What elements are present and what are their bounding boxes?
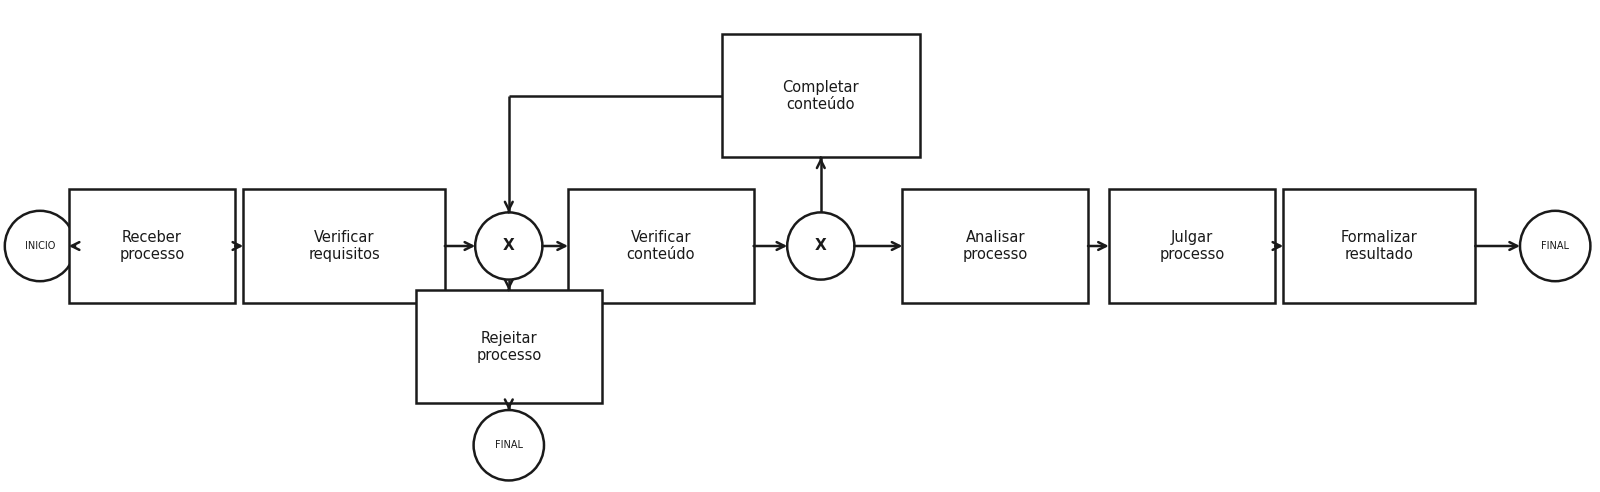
Text: FINAL: FINAL <box>494 440 523 450</box>
Bar <box>416 290 602 403</box>
Text: X: X <box>502 239 515 253</box>
Ellipse shape <box>475 213 542 279</box>
Text: X: X <box>814 239 827 253</box>
Text: Rejeitar
processo: Rejeitar processo <box>477 331 541 363</box>
Bar <box>69 189 235 303</box>
Bar <box>1283 189 1475 303</box>
Ellipse shape <box>474 410 544 481</box>
Bar <box>722 34 920 157</box>
Bar <box>243 189 445 303</box>
Ellipse shape <box>1520 211 1590 281</box>
Text: INICIO: INICIO <box>26 241 54 251</box>
Text: Julgar
processo: Julgar processo <box>1160 230 1224 262</box>
Bar <box>568 189 754 303</box>
Text: Analisar
processo: Analisar processo <box>963 230 1027 262</box>
Bar <box>902 189 1088 303</box>
Text: Formalizar
resultado: Formalizar resultado <box>1341 230 1418 262</box>
Text: FINAL: FINAL <box>1541 241 1570 251</box>
Ellipse shape <box>5 211 75 281</box>
Text: Verificar
conteúdo: Verificar conteúdo <box>627 230 694 262</box>
Text: Verificar
requisitos: Verificar requisitos <box>309 230 379 262</box>
Text: Receber
processo: Receber processo <box>120 230 184 262</box>
Bar <box>1109 189 1275 303</box>
Ellipse shape <box>787 213 854 279</box>
Text: Completar
conteúdo: Completar conteúdo <box>782 80 859 112</box>
